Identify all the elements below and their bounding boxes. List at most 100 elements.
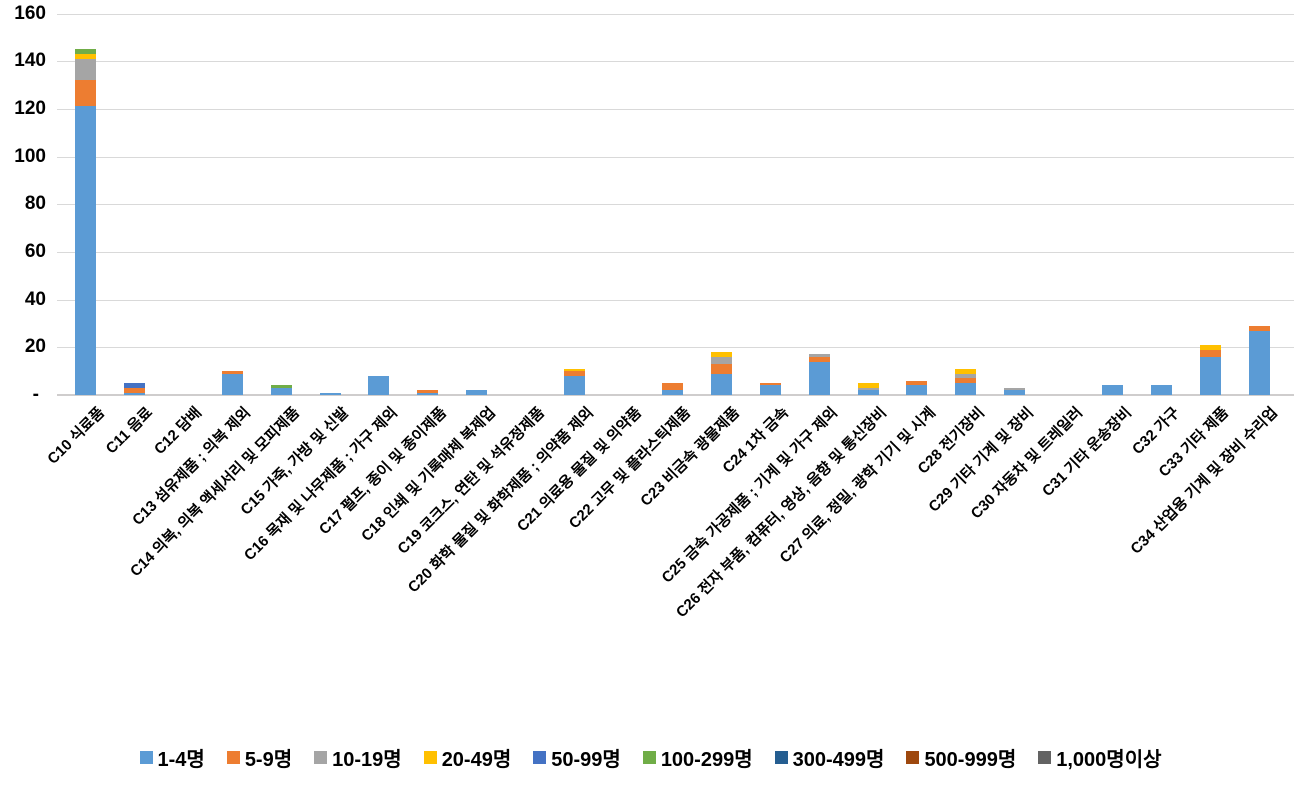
legend-label: 100-299명 xyxy=(660,748,753,771)
gridline xyxy=(57,13,1294,15)
legend-label: 5-9명 xyxy=(244,748,293,771)
legend-label: 1,000명이상 xyxy=(1056,748,1162,771)
x-axis-category-label: C26 전자 부품, 컴퓨터, 영상, 음향 및 통신장비 xyxy=(672,404,891,622)
bar-segment xyxy=(270,387,292,395)
x-axis-line xyxy=(57,394,1294,396)
legend-item: 5-9명 xyxy=(226,743,293,772)
bar-segment xyxy=(857,390,879,395)
bar-segment xyxy=(808,354,830,357)
legend-label: 1-4명 xyxy=(157,748,205,771)
bar-segment xyxy=(75,80,96,107)
y-axis-tick-label: 60 xyxy=(24,240,46,262)
bar-segment xyxy=(368,375,390,395)
legend-item: 100-299명 xyxy=(642,743,753,772)
x-axis-category-label: C34 산업용 기계 및 장비 수리업 xyxy=(1127,404,1282,558)
legend-label: 20-49명 xyxy=(441,748,512,771)
bar-segment xyxy=(564,368,586,372)
bar-segment xyxy=(75,54,96,59)
y-axis-tick-label: 160 xyxy=(14,2,46,24)
legend-label: 300-499명 xyxy=(792,748,885,771)
bar-segment xyxy=(1248,325,1270,331)
bar-segment xyxy=(710,364,732,374)
gridline xyxy=(57,108,1294,110)
bar-segment xyxy=(123,383,145,388)
legend-swatch xyxy=(314,750,328,764)
gridline xyxy=(57,61,1294,63)
y-axis-tick-label: - xyxy=(32,384,39,405)
legend-swatch xyxy=(642,750,656,764)
bar-segment xyxy=(955,378,977,384)
bar-segment xyxy=(1150,385,1172,395)
bar-segment xyxy=(906,385,928,395)
bar-segment xyxy=(417,392,439,395)
legend-item: 10-19명 xyxy=(314,743,402,772)
bar-segment xyxy=(75,49,96,55)
bar-segment xyxy=(1102,385,1124,395)
x-axis-category-label: C17 펄프, 종이 및 종이제품 xyxy=(315,404,450,539)
bar-segment xyxy=(319,392,341,395)
bar-segment xyxy=(661,383,683,391)
legend-swatch xyxy=(423,750,437,764)
legend-swatch xyxy=(139,750,153,764)
bar-segment xyxy=(759,385,781,395)
x-axis-category-label: C32 가구 xyxy=(1129,404,1184,458)
legend-item: 50-99명 xyxy=(533,743,621,772)
bar-segment xyxy=(808,356,830,362)
x-axis-category-label: C33 기타 제품 xyxy=(1155,404,1233,481)
x-axis-category-label: C16 목재 및 나무제품 ; 가구 제외 xyxy=(240,404,401,565)
bar-segment xyxy=(955,373,977,379)
y-axis-tick-label: 40 xyxy=(24,288,46,310)
legend-swatch xyxy=(1038,750,1052,764)
legend-label: 10-19명 xyxy=(332,748,402,771)
legend-swatch xyxy=(906,750,920,764)
x-axis-category-label: C28 전기장비 xyxy=(914,404,988,478)
bar-segment xyxy=(75,106,96,395)
bar-segment xyxy=(1199,356,1221,395)
bar-segment xyxy=(710,352,732,357)
legend-swatch xyxy=(774,750,788,764)
bar-segment xyxy=(710,373,732,395)
gridline xyxy=(57,347,1294,349)
y-axis-tick-label: 100 xyxy=(14,145,46,167)
bar-segment xyxy=(661,390,683,395)
bar-segment xyxy=(221,373,243,395)
bar-segment xyxy=(417,390,439,393)
x-axis-category-label: C27 의료, 정밀, 광학 기기 및 시계 xyxy=(776,404,939,567)
legend-item: 1-4명 xyxy=(139,743,205,772)
legend-item: 1,000명이상 xyxy=(1038,743,1162,772)
bar-segment xyxy=(857,387,879,391)
bar-segment xyxy=(564,371,586,376)
gridline xyxy=(57,204,1294,206)
bar-segment xyxy=(857,383,879,388)
bar-segment xyxy=(123,387,145,393)
bar-segment xyxy=(1004,387,1026,391)
bar-segment xyxy=(1004,390,1026,395)
y-axis-tick-label: 120 xyxy=(14,97,46,119)
legend-swatch xyxy=(226,750,240,764)
legend-item: 500-999명 xyxy=(906,743,1016,772)
bar-segment xyxy=(1199,349,1221,357)
bar-segment xyxy=(906,380,928,386)
bar-segment xyxy=(75,58,96,81)
bar-segment xyxy=(270,385,292,388)
bar-segment xyxy=(123,392,145,395)
bar-segment xyxy=(759,383,781,386)
bar-segment xyxy=(1248,330,1270,395)
bar-segment xyxy=(221,371,243,374)
bar-segment xyxy=(564,375,586,395)
y-axis-tick-label: 20 xyxy=(24,336,46,358)
gridline xyxy=(57,156,1294,158)
legend-swatch xyxy=(533,750,547,764)
legend-label: 50-99명 xyxy=(551,748,621,771)
chart-legend: 1-4명 5-9명 10-19명 20-49명 50-99명 100-299명 300-49… xyxy=(0,743,1301,771)
legend-item: 300-499명 xyxy=(774,743,885,772)
bar-segment xyxy=(955,368,977,374)
bar-segment xyxy=(710,356,732,364)
y-axis-tick-label: 80 xyxy=(24,193,46,215)
bar-segment xyxy=(955,383,977,395)
gridline xyxy=(57,299,1294,301)
bar-segment xyxy=(1199,344,1221,350)
gridline xyxy=(57,251,1294,253)
y-axis-tick-label: 140 xyxy=(14,50,46,72)
